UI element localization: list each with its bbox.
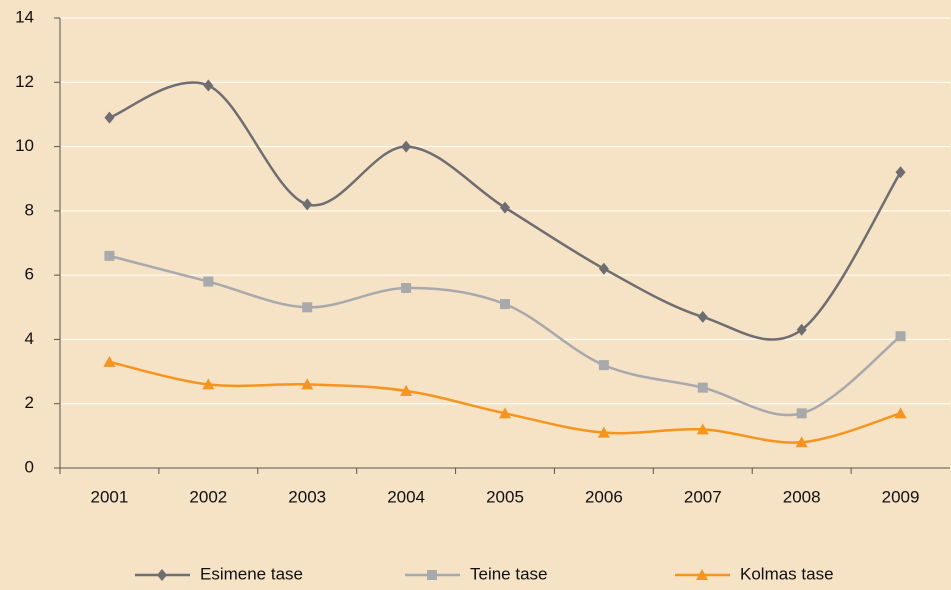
x-tick-label: 2003 — [288, 487, 326, 506]
data-point — [302, 198, 313, 211]
legend-marker — [696, 569, 708, 580]
x-tick-label: 2009 — [882, 487, 920, 506]
data-point — [696, 423, 709, 435]
y-tick-label: 10 — [15, 136, 34, 155]
x-tick-label: 2008 — [783, 487, 821, 506]
y-tick-label: 12 — [15, 72, 34, 91]
data-point — [301, 378, 314, 390]
data-point — [598, 360, 609, 371]
data-point — [796, 323, 807, 336]
data-point — [203, 276, 214, 287]
series-line — [109, 360, 901, 444]
data-point — [895, 166, 906, 179]
legend-label: Kolmas tase — [740, 564, 834, 583]
data-point — [500, 299, 510, 310]
data-point — [401, 140, 412, 153]
y-tick-label: 14 — [15, 7, 34, 26]
x-tick-label: 2007 — [684, 487, 722, 506]
x-tick-label: 2001 — [91, 487, 129, 506]
data-point — [203, 79, 214, 92]
data-point — [796, 408, 807, 419]
legend-label: Teine tase — [470, 564, 548, 583]
x-tick-label: 2002 — [189, 487, 227, 506]
data-point — [597, 426, 610, 438]
y-tick-label: 0 — [25, 457, 34, 476]
data-point — [302, 302, 313, 313]
data-point — [895, 331, 906, 342]
x-tick-label: 2004 — [387, 487, 425, 506]
data-point — [104, 250, 115, 261]
legend-marker — [427, 570, 437, 580]
data-point — [500, 201, 510, 214]
data-point — [103, 355, 116, 367]
data-point — [104, 111, 115, 124]
series-line — [109, 254, 902, 417]
y-tick-label: 6 — [25, 265, 34, 284]
data-point — [499, 407, 511, 419]
y-tick-label: 4 — [25, 329, 34, 348]
data-point — [202, 378, 215, 390]
data-point — [795, 436, 808, 448]
data-point — [400, 384, 413, 396]
x-tick-label: 2005 — [486, 487, 524, 506]
legend-label: Esimene tase — [200, 564, 303, 583]
y-tick-label: 8 — [25, 200, 34, 219]
data-point — [894, 407, 907, 419]
y-tick-label: 2 — [25, 393, 34, 412]
data-point — [697, 382, 708, 393]
data-point — [697, 310, 708, 323]
data-point — [401, 283, 412, 293]
data-point — [598, 262, 609, 275]
legend-marker — [157, 569, 167, 581]
x-tick-label: 2006 — [585, 487, 623, 506]
